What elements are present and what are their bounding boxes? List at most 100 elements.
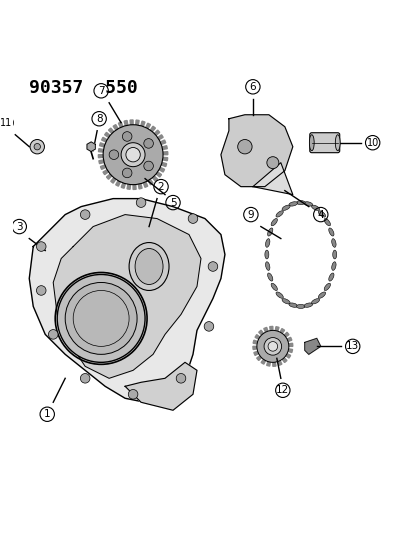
Circle shape — [237, 140, 252, 154]
Polygon shape — [286, 337, 291, 342]
Ellipse shape — [281, 298, 290, 304]
Ellipse shape — [271, 283, 277, 290]
Polygon shape — [277, 361, 281, 365]
Polygon shape — [148, 179, 153, 185]
Polygon shape — [121, 183, 125, 188]
Polygon shape — [160, 140, 165, 144]
Ellipse shape — [275, 211, 282, 217]
Polygon shape — [145, 123, 150, 129]
Polygon shape — [275, 327, 278, 331]
Polygon shape — [98, 155, 103, 158]
Ellipse shape — [296, 200, 304, 205]
Text: 9: 9 — [247, 209, 254, 220]
Text: 4: 4 — [317, 209, 323, 220]
Ellipse shape — [328, 228, 333, 236]
Circle shape — [65, 282, 137, 354]
Ellipse shape — [311, 298, 319, 304]
Text: 2: 2 — [157, 182, 164, 192]
Polygon shape — [163, 152, 167, 155]
Polygon shape — [87, 142, 95, 151]
Circle shape — [204, 321, 213, 331]
Polygon shape — [252, 340, 257, 344]
Polygon shape — [103, 169, 108, 175]
Ellipse shape — [311, 205, 319, 211]
Text: 11: 11 — [0, 118, 12, 128]
Polygon shape — [253, 351, 258, 356]
Circle shape — [57, 274, 145, 362]
Ellipse shape — [323, 219, 330, 226]
Polygon shape — [150, 126, 155, 132]
Polygon shape — [263, 327, 267, 332]
Circle shape — [121, 143, 145, 167]
Circle shape — [80, 210, 90, 220]
Ellipse shape — [281, 205, 290, 211]
Ellipse shape — [265, 239, 269, 247]
Circle shape — [122, 168, 132, 177]
Polygon shape — [258, 330, 263, 335]
Polygon shape — [125, 362, 197, 410]
Polygon shape — [108, 128, 114, 133]
Polygon shape — [272, 362, 275, 366]
Polygon shape — [118, 122, 123, 127]
Ellipse shape — [296, 304, 304, 309]
Circle shape — [266, 157, 278, 168]
Circle shape — [103, 125, 163, 184]
Text: 1: 1 — [44, 409, 50, 419]
Text: 12: 12 — [275, 385, 289, 395]
Circle shape — [122, 132, 132, 141]
Polygon shape — [130, 120, 133, 125]
Ellipse shape — [267, 273, 272, 281]
Polygon shape — [101, 138, 107, 142]
Ellipse shape — [267, 228, 272, 236]
Polygon shape — [156, 172, 161, 177]
Polygon shape — [252, 346, 256, 350]
Polygon shape — [124, 120, 128, 126]
Polygon shape — [252, 163, 292, 195]
Polygon shape — [154, 130, 159, 135]
Polygon shape — [106, 174, 112, 179]
Polygon shape — [98, 149, 103, 152]
Polygon shape — [127, 184, 130, 189]
Circle shape — [188, 214, 197, 223]
Polygon shape — [261, 359, 265, 364]
Polygon shape — [161, 146, 167, 149]
Circle shape — [80, 374, 90, 383]
Ellipse shape — [335, 135, 339, 151]
Polygon shape — [159, 167, 164, 172]
Ellipse shape — [288, 303, 297, 308]
Polygon shape — [283, 332, 288, 337]
Polygon shape — [143, 182, 147, 187]
Ellipse shape — [303, 303, 312, 308]
Polygon shape — [256, 356, 261, 360]
Polygon shape — [221, 115, 292, 187]
Ellipse shape — [303, 201, 312, 206]
Ellipse shape — [331, 239, 335, 247]
Circle shape — [263, 337, 281, 355]
Circle shape — [36, 286, 46, 295]
Circle shape — [267, 342, 277, 351]
Text: 3: 3 — [16, 222, 23, 231]
Polygon shape — [111, 177, 116, 183]
Text: 6: 6 — [249, 82, 256, 92]
Ellipse shape — [135, 248, 163, 285]
Polygon shape — [53, 215, 200, 378]
Polygon shape — [266, 361, 270, 366]
Polygon shape — [287, 349, 292, 352]
Polygon shape — [280, 328, 284, 334]
Polygon shape — [113, 125, 118, 130]
Polygon shape — [138, 184, 142, 189]
Text: 13: 13 — [345, 341, 358, 351]
Text: 8: 8 — [95, 114, 102, 124]
Ellipse shape — [129, 243, 169, 290]
Text: 5: 5 — [169, 198, 176, 208]
Ellipse shape — [271, 219, 277, 226]
Circle shape — [126, 148, 140, 162]
Polygon shape — [304, 338, 320, 354]
Ellipse shape — [265, 262, 269, 270]
Ellipse shape — [309, 135, 313, 151]
Polygon shape — [161, 163, 166, 167]
Ellipse shape — [323, 283, 330, 290]
Polygon shape — [133, 184, 136, 189]
Circle shape — [208, 262, 217, 271]
Ellipse shape — [275, 292, 282, 298]
